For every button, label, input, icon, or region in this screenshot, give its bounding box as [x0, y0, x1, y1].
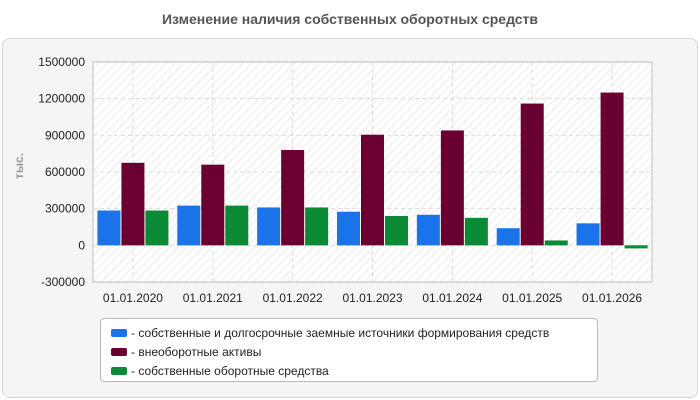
bar-series-2[interactable]: [281, 150, 305, 246]
bar-series-3[interactable]: [225, 205, 249, 246]
bar-series-3[interactable]: [464, 217, 488, 246]
bar-series-3[interactable]: [544, 240, 568, 246]
legend-item-3[interactable]: - собственные оборотные средства: [111, 361, 597, 380]
x-tick-label: 01.01.2022: [263, 291, 323, 305]
x-tick-label: 01.01.2026: [582, 291, 642, 305]
legend-swatch: [111, 347, 127, 356]
bars: [97, 92, 648, 249]
bar-series-2[interactable]: [201, 164, 225, 246]
y-axis-label: тыс.: [12, 153, 26, 179]
chart-title: Изменение наличия собственных оборотных …: [161, 11, 539, 27]
bar-series-2[interactable]: [600, 92, 624, 246]
chart-legend: - собственные и долгосрочные заемные ист…: [100, 318, 598, 382]
bar-series-2[interactable]: [440, 130, 464, 246]
y-tick-label: 0: [78, 238, 85, 252]
bar-series-1[interactable]: [496, 228, 520, 246]
x-tick-label: 01.01.2020: [103, 291, 163, 305]
y-tick-labels: 1500000 1200000 900000 600000 300000 0 -300000: [38, 55, 85, 289]
legend-item-2[interactable]: - внеоборотные активы: [111, 342, 597, 361]
y-tick-label: 600000: [45, 165, 85, 179]
y-tick-label: -300000: [41, 275, 85, 289]
y-tick-label: 300000: [45, 202, 85, 216]
bar-series-3[interactable]: [385, 216, 408, 246]
y-tick-label: 1500000: [38, 55, 85, 69]
bar-series-3[interactable]: [305, 207, 329, 246]
x-tick-label: 01.01.2023: [342, 291, 402, 305]
x-tick-labels: 01.01.2020 01.01.2021 01.01.2022 01.01.2023…: [103, 291, 643, 305]
legend-label: - собственные и долгосрочные заемные ист…: [131, 325, 550, 340]
bar-series-2[interactable]: [361, 134, 384, 246]
x-tick-label: 01.01.2025: [502, 291, 562, 305]
legend-swatch: [111, 366, 127, 375]
legend-label: - внеоборотные активы: [131, 344, 262, 359]
bar-series-1[interactable]: [177, 205, 201, 246]
legend-label: - собственные оборотные средства: [131, 363, 329, 378]
bar-series-1[interactable]: [416, 214, 440, 246]
legend-swatch: [111, 328, 127, 337]
x-tick-label: 01.01.2024: [422, 291, 482, 305]
bar-series-2[interactable]: [121, 162, 145, 246]
bar-series-1[interactable]: [337, 211, 360, 246]
legend-item-1[interactable]: - собственные и долгосрочные заемные ист…: [111, 323, 597, 342]
bar-series-1[interactable]: [576, 223, 600, 246]
y-tick-label: 900000: [45, 128, 85, 142]
bar-series-3[interactable]: [624, 245, 648, 249]
x-tick-label: 01.01.2021: [183, 291, 243, 305]
bar-series-3[interactable]: [145, 210, 169, 246]
bar-series-1[interactable]: [97, 210, 121, 246]
y-tick-label: 1200000: [38, 92, 85, 106]
bar-series-2[interactable]: [520, 103, 544, 246]
bar-series-1[interactable]: [257, 207, 281, 246]
